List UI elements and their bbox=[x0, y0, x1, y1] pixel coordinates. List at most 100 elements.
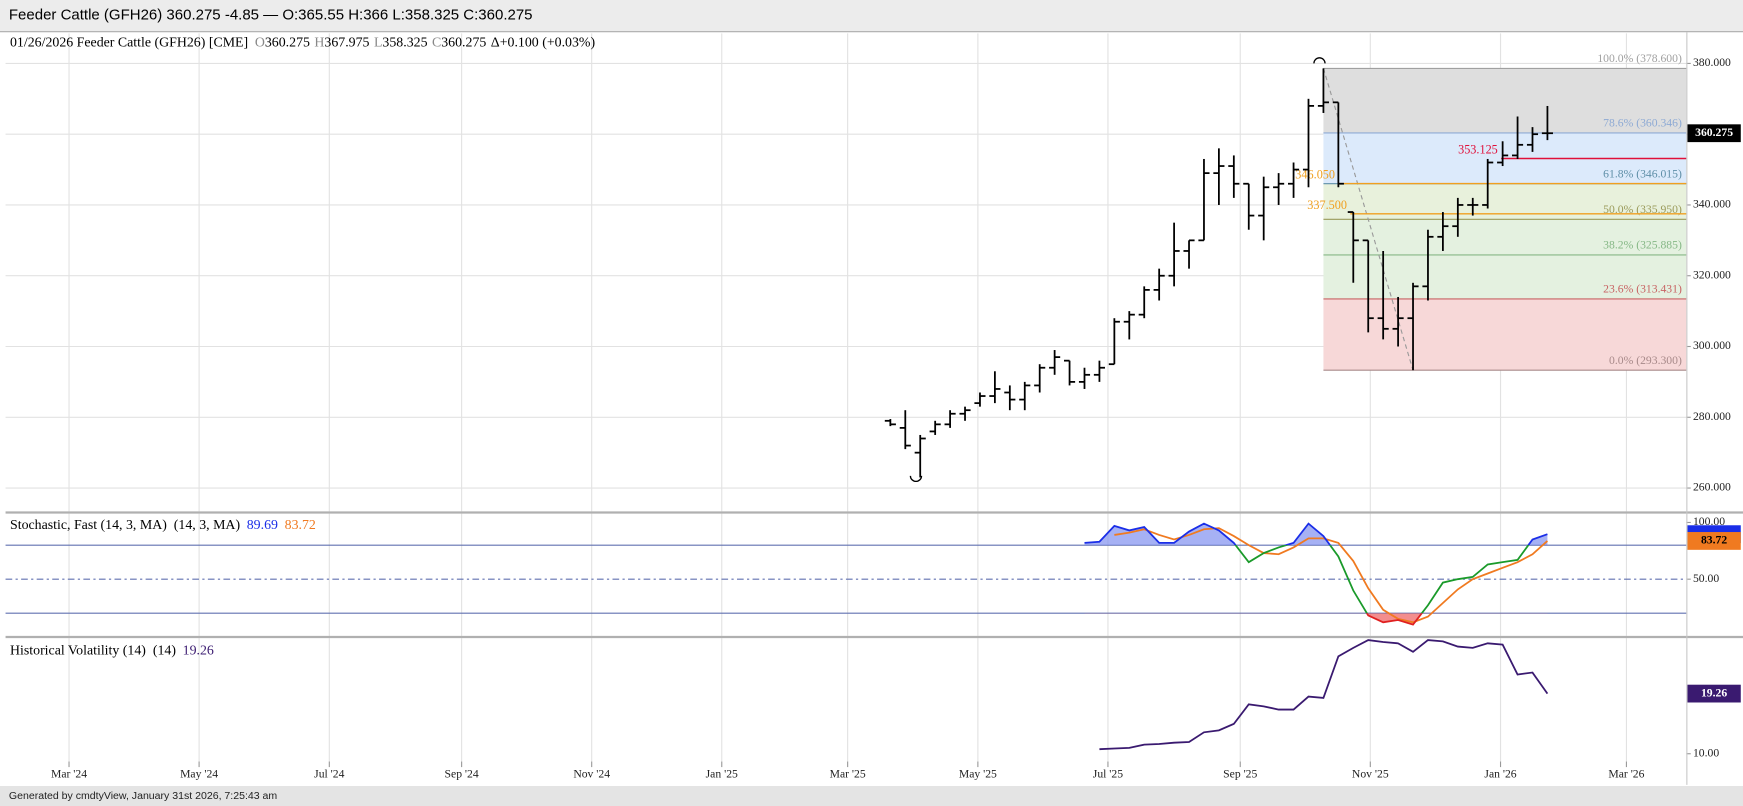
ohlc-bar bbox=[884, 419, 896, 427]
ohlc-bar bbox=[1004, 385, 1016, 411]
title-bar bbox=[0, 0, 1743, 32]
footer-text: Generated by cmdtyView, January 31st 202… bbox=[9, 790, 278, 802]
legend-value: 360.275 bbox=[441, 36, 486, 51]
stoch-d-line bbox=[1114, 527, 1549, 624]
title-bar-text: Feeder Cattle (GFH26) 360.275 -4.85 — O:… bbox=[9, 7, 533, 24]
ohlc-bar bbox=[1437, 212, 1449, 251]
x-tick-label: May '25 bbox=[959, 768, 997, 781]
ohlc-bar bbox=[899, 410, 911, 450]
y-tick-label: 320.000 bbox=[1693, 268, 1731, 281]
ohlc-bar bbox=[1526, 127, 1539, 152]
ohlc-bar bbox=[1407, 282, 1419, 371]
ohlc-bar bbox=[989, 371, 1001, 404]
x-tick-label: Jan '26 bbox=[1484, 768, 1516, 781]
pivot-high-marker bbox=[1313, 57, 1326, 64]
pivot-low-marker bbox=[909, 475, 923, 482]
stoch-legend-d: 83.72 bbox=[285, 518, 316, 533]
ohlc-bar bbox=[1273, 173, 1285, 205]
stoch-k-line bbox=[1084, 522, 1548, 546]
fib-trend-line bbox=[1322, 68, 1414, 371]
ohlc-bar bbox=[944, 410, 956, 428]
ohlc-bar bbox=[1258, 176, 1270, 241]
ohlc-bar bbox=[1512, 116, 1524, 159]
ohlc-bar bbox=[1288, 162, 1300, 198]
y-tick-label: 260.000 bbox=[1693, 481, 1731, 494]
ohlc-bar bbox=[1078, 367, 1091, 389]
fib-level-label: 38.2% (325.885) bbox=[1603, 239, 1682, 252]
ohlc-bar bbox=[1108, 318, 1120, 366]
x-tick-label: Sep '24 bbox=[445, 768, 479, 781]
plot-layer: Mar '24 May '24 Jul '24 Sep '24 Nov '24 Jan '… bbox=[5, 33, 1741, 781]
volatility-box-label: 19.26 bbox=[1701, 686, 1727, 699]
ohlc-bar bbox=[1332, 101, 1344, 188]
volatility-line bbox=[1099, 639, 1549, 751]
ohlc-bar bbox=[974, 392, 986, 407]
ohlc-bar bbox=[1243, 182, 1255, 230]
ohlc-bar bbox=[959, 406, 971, 421]
ohlc-bar bbox=[1317, 68, 1329, 113]
x-tick-label: May '24 bbox=[180, 768, 218, 781]
legend-change: Δ+0.100 (+0.03%) bbox=[491, 36, 596, 51]
x-tick-label: Nov '24 bbox=[573, 768, 610, 781]
last-price-label: 360.275 bbox=[1695, 126, 1733, 139]
ohlc-bar bbox=[1228, 155, 1240, 198]
ohlc-bar bbox=[1377, 250, 1389, 340]
ohlc-bar bbox=[1482, 158, 1494, 209]
legend-key: L bbox=[374, 36, 382, 51]
ohlc-bar bbox=[1422, 229, 1434, 301]
y-tick-label: 340.000 bbox=[1693, 198, 1731, 211]
ohlc-bar bbox=[1064, 359, 1076, 386]
x-tick-label: Mar '26 bbox=[1608, 768, 1644, 781]
y-tick-label: 300.000 bbox=[1693, 339, 1731, 352]
ohlc-bar bbox=[1392, 296, 1404, 347]
fib-level-label: 23.6% (313.431) bbox=[1603, 283, 1682, 296]
legend-key: C bbox=[432, 36, 441, 51]
ohlc-bar bbox=[914, 434, 926, 478]
volatility-legend-title: Historical Volatility (14) (14) bbox=[10, 644, 176, 659]
ohlc-bar bbox=[1138, 286, 1150, 319]
fib-level-label: 78.6% (360.346) bbox=[1603, 117, 1682, 130]
legend-value: 360.275 bbox=[265, 36, 310, 51]
volatility-legend: Historical Volatility (14) (14) 19.26 bbox=[10, 644, 214, 659]
ohlc-bar bbox=[1213, 148, 1225, 205]
legend-value: 358.325 bbox=[382, 36, 427, 51]
ohlc-bar bbox=[1168, 222, 1180, 287]
y-tick-label: 100.00 bbox=[1693, 515, 1725, 528]
fib-zone bbox=[1323, 219, 1687, 255]
ohlc-bar bbox=[1362, 239, 1374, 333]
ohlc-bar bbox=[1452, 197, 1464, 237]
ohlc-bar bbox=[1153, 268, 1165, 301]
y-tick-label: 280.000 bbox=[1693, 410, 1731, 423]
fib-level-label: 0.0% (293.300) bbox=[1609, 354, 1682, 367]
price-line-label: 346.050 bbox=[1295, 168, 1335, 182]
legend-key: O bbox=[255, 36, 265, 51]
overbought-area bbox=[1084, 523, 1548, 546]
stoch-legend-k: 89.69 bbox=[247, 518, 278, 533]
stoch-legend-title: Stochastic, Fast (14, 3, MA) (14, 3, MA) bbox=[10, 518, 240, 533]
legend-title: 01/26/2026 Feeder Cattle (GFH26) [CME] bbox=[10, 36, 248, 51]
price-line-label: 337.500 bbox=[1307, 198, 1347, 212]
y-tick-label: 50.00 bbox=[1693, 572, 1719, 585]
x-tick-label: Jul '25 bbox=[1093, 768, 1123, 781]
legend: 01/26/2026 Feeder Cattle (GFH26) [CME] O3… bbox=[10, 36, 595, 51]
legend-value: 367.975 bbox=[324, 36, 369, 51]
stoch-legend: Stochastic, Fast (14, 3, MA) (14, 3, MA)… bbox=[10, 518, 316, 533]
ohlc-bar bbox=[1198, 158, 1210, 242]
ohlc-bar bbox=[1541, 105, 1553, 141]
fib-level-label: 100.0% (378.600) bbox=[1597, 52, 1682, 65]
y-tick-label: 380.000 bbox=[1693, 56, 1731, 69]
footer-bar bbox=[0, 785, 1743, 806]
volatility-legend-value: 19.26 bbox=[183, 644, 214, 659]
stoch-d-box-label: 83.72 bbox=[1701, 534, 1727, 547]
y-tick-label: 10.00 bbox=[1693, 746, 1719, 759]
ohlc-bar bbox=[1019, 381, 1031, 411]
stoch-k-line bbox=[1234, 545, 1530, 614]
ohlc-bar bbox=[1049, 350, 1061, 375]
ohlc-bar bbox=[1497, 141, 1509, 167]
x-tick-label: Mar '25 bbox=[830, 768, 866, 781]
ohlc-bar bbox=[1347, 211, 1359, 283]
ohlc-bar bbox=[1302, 98, 1315, 188]
ohlc-bar bbox=[1093, 360, 1105, 382]
fib-zone bbox=[1323, 68, 1687, 133]
